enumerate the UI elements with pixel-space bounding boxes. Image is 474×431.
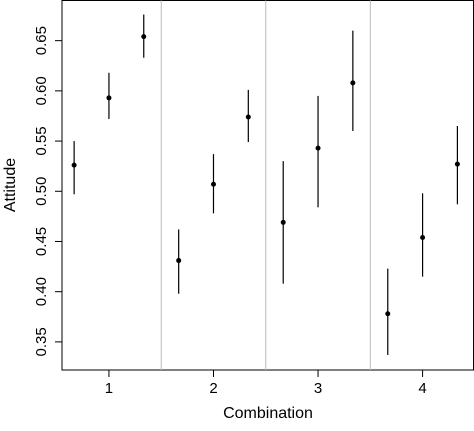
point [350, 80, 356, 86]
point [176, 258, 182, 264]
point [210, 181, 216, 187]
y-tick-label: 0.65 [33, 26, 50, 55]
x-tick-label: 4 [418, 380, 426, 397]
y-tick-label: 0.60 [33, 76, 50, 105]
point [245, 114, 251, 120]
point [106, 95, 112, 101]
x-tick-label: 1 [105, 380, 113, 397]
y-tick-label: 0.55 [33, 126, 50, 155]
y-axis-label: Attitude [2, 158, 19, 212]
x-tick-label: 3 [314, 380, 322, 397]
y-tick-label: 0.45 [33, 227, 50, 256]
x-tick-label: 2 [209, 380, 217, 397]
point [280, 219, 286, 225]
point [71, 162, 77, 168]
y-tick-label: 0.40 [33, 277, 50, 306]
point [385, 311, 391, 317]
x-axis-label: Combination [223, 405, 313, 422]
point [315, 145, 321, 151]
y-tick-label: 0.50 [33, 177, 50, 206]
y-tick-label: 0.35 [33, 327, 50, 356]
point [141, 34, 147, 40]
point [454, 161, 460, 167]
point [420, 234, 426, 240]
plot-frame [61, 0, 474, 371]
